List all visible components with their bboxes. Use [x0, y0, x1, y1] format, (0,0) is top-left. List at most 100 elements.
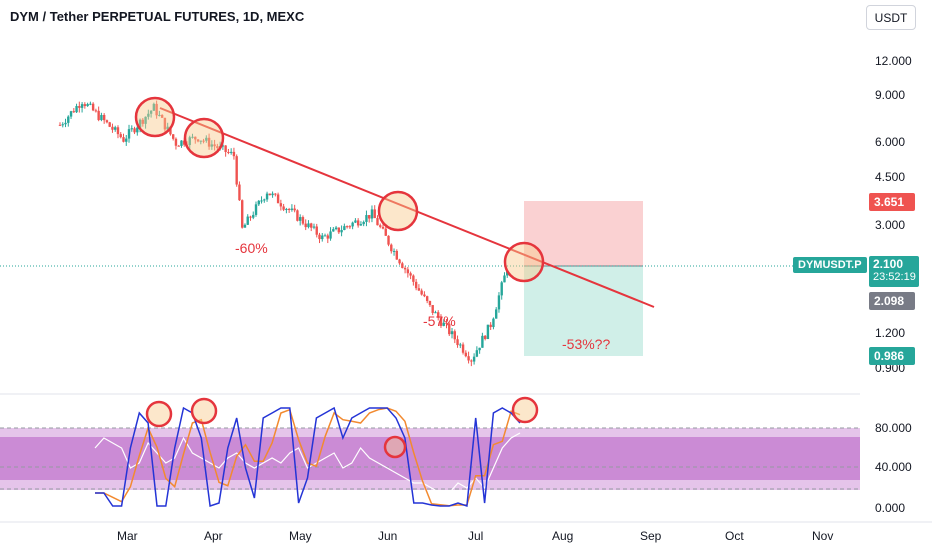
candle-body — [326, 235, 329, 239]
candle-body — [323, 235, 327, 237]
candle-body — [243, 224, 247, 228]
candle-body — [268, 193, 272, 196]
bar-countdown: 23:52:19 — [873, 271, 916, 283]
candle-body — [224, 145, 227, 152]
candle-body — [216, 146, 219, 149]
candle-body — [401, 263, 404, 268]
oscillator-circles — [145, 396, 539, 459]
candle-body — [141, 119, 145, 124]
candle-body — [232, 151, 236, 157]
candle-body — [359, 224, 363, 226]
candle-body — [64, 122, 67, 125]
candle-body — [348, 226, 352, 228]
candle-body — [246, 216, 249, 225]
highlight-circle-4 — [503, 241, 545, 283]
stop-price-tag: 3.651 — [869, 193, 915, 211]
take-profit-zone[interactable] — [524, 266, 643, 356]
candle-body — [470, 360, 473, 362]
trendline[interactable] — [159, 107, 655, 308]
symbol-tag: DYMUSDT.P — [793, 257, 867, 273]
candle-body — [379, 225, 382, 227]
oscillator-outer-band — [0, 428, 860, 490]
candle-body — [180, 140, 183, 146]
osc-tick: 40.000 — [875, 460, 912, 474]
candle-body — [163, 117, 167, 130]
oscillator-axis[interactable]: 80.000 40.000 0.000 — [875, 421, 912, 515]
candlestick-series — [58, 100, 509, 367]
candle-body — [290, 208, 294, 210]
candle-body — [343, 226, 346, 231]
candle-body — [489, 324, 492, 328]
candle-body — [296, 210, 299, 221]
candle-body — [423, 294, 426, 297]
candle-body — [133, 128, 136, 133]
candle-body — [174, 138, 178, 146]
candle-body — [384, 228, 387, 236]
candle-body — [481, 335, 484, 348]
candle-body — [356, 220, 360, 226]
candle-body — [169, 126, 172, 135]
candle-body — [370, 209, 374, 219]
candle-body — [158, 114, 161, 116]
highlight-circle-3 — [377, 190, 419, 232]
candle-body — [254, 204, 258, 215]
candle-body — [301, 217, 305, 224]
time-tick: Sep — [640, 529, 662, 543]
candle-body — [503, 275, 506, 283]
highlight-circle-1 — [134, 96, 176, 138]
candle-body — [196, 139, 200, 142]
candle-body — [412, 275, 415, 282]
time-axis[interactable]: Mar Apr May Jun Jul Aug Sep Oct Nov — [117, 529, 833, 543]
candle-body — [213, 144, 216, 147]
candle-body — [136, 127, 139, 133]
candle-body — [428, 300, 432, 306]
target-price-tag: 0.986 — [869, 347, 915, 365]
candle-body — [293, 208, 296, 211]
candle-body — [354, 220, 357, 223]
candle-body — [307, 223, 310, 228]
drop-annotation-1: -60% — [235, 240, 268, 256]
candle-body — [403, 267, 407, 270]
time-tick: Nov — [812, 529, 833, 543]
candle-body — [406, 269, 410, 274]
candle-body — [425, 296, 429, 301]
currency-selector-button[interactable]: USDT — [866, 5, 916, 30]
candle-body — [207, 137, 211, 147]
candle-body — [456, 339, 459, 346]
candle-body — [409, 273, 412, 276]
candle-body — [116, 127, 120, 135]
osc-circle-2 — [190, 397, 218, 425]
candle-body — [390, 244, 393, 252]
candle-body — [310, 223, 313, 228]
highlight-circles — [134, 96, 545, 283]
time-tick: May — [289, 529, 312, 543]
candle-body — [166, 126, 169, 130]
price-axis[interactable]: 12.000 9.000 6.000 4.500 3.000 1.200 0.9… — [875, 54, 912, 375]
time-tick: Mar — [117, 529, 138, 543]
candle-body — [448, 323, 451, 335]
candle-body — [332, 229, 335, 232]
candle-body — [69, 111, 73, 117]
candle-body — [177, 145, 180, 147]
candle-body — [414, 281, 418, 289]
candle-body — [434, 312, 437, 314]
candle-body — [417, 288, 421, 291]
candle-body — [152, 103, 156, 111]
candle-body — [381, 226, 385, 229]
price-tick: 1.200 — [875, 326, 905, 340]
time-tick: Jul — [468, 529, 483, 543]
candle-body — [202, 140, 205, 142]
stoch-k-line — [95, 406, 521, 508]
stop-loss-zone[interactable] — [524, 201, 643, 266]
osc-circle-4 — [511, 396, 539, 424]
candle-body — [475, 350, 479, 357]
candle-body — [155, 103, 158, 116]
candle-body — [78, 106, 81, 108]
candle-body — [171, 134, 175, 139]
candle-body — [345, 226, 349, 228]
candle-body — [298, 217, 302, 221]
candle-body — [461, 344, 465, 353]
candle-body — [127, 129, 131, 139]
last-price-value: 2.100 — [873, 257, 904, 271]
